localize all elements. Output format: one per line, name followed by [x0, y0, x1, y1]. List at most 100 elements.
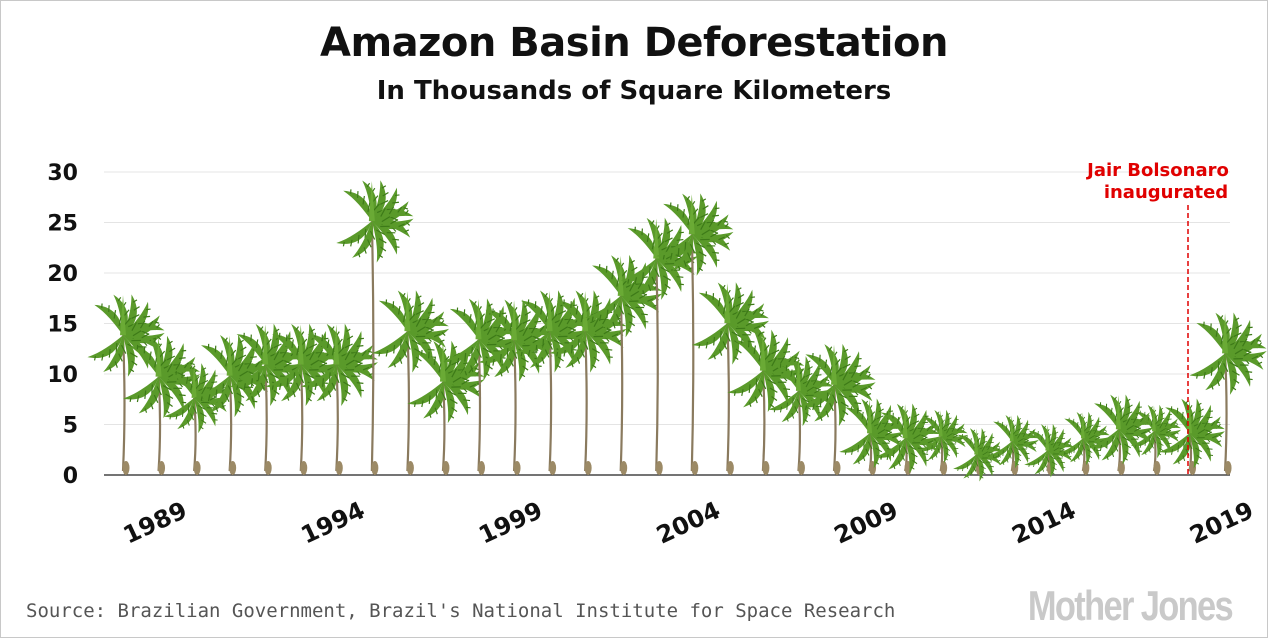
palm-base [584, 461, 592, 475]
palm-crown [581, 251, 666, 340]
palm-crown [403, 336, 488, 425]
palm-base [549, 461, 557, 475]
palm-tree-1998 [439, 294, 524, 475]
palm-crown [297, 319, 381, 408]
palm-crown [950, 425, 1006, 483]
palm-crown [765, 352, 837, 428]
palm-tree-2014 [1021, 421, 1077, 479]
palm-crown [1185, 308, 1268, 397]
palm-spike [1152, 405, 1156, 432]
palm-crown [1128, 402, 1183, 460]
palm-tree-1996 [368, 286, 453, 475]
palm-crown [439, 294, 524, 383]
palm-crown [652, 189, 737, 278]
palm-crown [160, 359, 233, 435]
palm-base [371, 461, 379, 475]
palm-spike [653, 218, 660, 259]
palm-spike [902, 404, 908, 439]
x-tick-label: 2014 [1008, 496, 1080, 550]
palm-spike [795, 356, 801, 391]
chart-subtitle: In Thousands of Square Kilometers [376, 76, 892, 106]
palm-base [406, 461, 414, 475]
palm-crown [545, 286, 630, 375]
palm-crown [261, 319, 346, 408]
palm-spike [759, 330, 766, 371]
palm-tree-2001 [545, 286, 630, 475]
gridlines [104, 171, 1230, 476]
palm-crown [723, 325, 808, 414]
palm-spike [617, 255, 624, 296]
palm-base [513, 461, 521, 475]
mother-jones-logo: Mother Jones [1027, 582, 1234, 629]
y-tick-label: 30 [47, 161, 78, 186]
palm-tree-1995 [332, 176, 417, 475]
palm-spike [867, 399, 873, 434]
palm-base [478, 461, 485, 475]
palm-tree-2005 [688, 278, 773, 475]
palm-base [193, 461, 201, 475]
x-tick-label: 1994 [297, 496, 369, 550]
y-tick-label: 15 [47, 313, 78, 338]
palm-base [797, 461, 805, 475]
x-tick-label: 1989 [119, 496, 191, 550]
palm-spike [262, 324, 269, 365]
palm-base [122, 461, 130, 475]
palm-spike [191, 363, 197, 398]
palm-tree-2012 [950, 425, 1006, 483]
palm-spike [1080, 412, 1085, 439]
palm-spike [120, 295, 126, 336]
palm-spike [1222, 313, 1229, 354]
palm-trunk [655, 258, 659, 472]
palm-spike [155, 336, 162, 377]
x-tick-label: 1999 [474, 496, 546, 550]
palm-crown [83, 290, 168, 379]
annotation-line1: Jair Bolsonaro [1085, 160, 1229, 181]
palm-base [264, 461, 272, 475]
palm-base [940, 461, 948, 475]
y-tick-label: 0 [63, 464, 78, 489]
palm-tree-2019 [1185, 308, 1268, 475]
palm-crown [190, 330, 275, 419]
palm-tree-2003 [617, 213, 701, 475]
palm-spike [938, 410, 943, 437]
palm-crown [794, 339, 879, 429]
palm-crown [474, 295, 559, 384]
chart-title: Amazon Basin Deforestation [320, 20, 948, 66]
palm-base [300, 461, 308, 475]
palm-base [158, 461, 166, 475]
palm-tree-1997 [403, 336, 488, 475]
palm-crown [119, 331, 204, 420]
palm-tree-1999 [474, 295, 559, 475]
palm-crown [332, 176, 417, 265]
palm-spike [1009, 415, 1014, 442]
palm-spike [1115, 395, 1121, 430]
palm-spike [226, 335, 233, 376]
palm-tree-2006 [723, 325, 808, 475]
palm-crown [368, 286, 453, 375]
palm-base [726, 461, 734, 475]
palm-spike [297, 324, 304, 365]
palm-base [620, 461, 628, 475]
palm-base [1153, 461, 1161, 475]
palm-trees [83, 176, 1268, 483]
y-tick-label: 10 [47, 363, 78, 388]
palm-base [1117, 461, 1125, 475]
palm-trunk [406, 331, 410, 472]
palm-spike [831, 344, 837, 385]
x-tick-label: 2019 [1185, 496, 1257, 550]
palm-tree-2017 [1128, 402, 1183, 475]
annotation-line2: inaugurated [1104, 182, 1228, 203]
palm-spike [475, 299, 482, 340]
y-tick-label: 25 [47, 212, 78, 237]
x-axis: 1989 1994 1999 2004 2009 2014 2019 [119, 496, 1258, 550]
palm-trunk [548, 331, 553, 472]
y-axis: 0 5 10 15 20 25 30 [47, 161, 78, 489]
palm-trunk [619, 295, 624, 472]
y-tick-label: 20 [47, 262, 78, 287]
palm-spike [404, 291, 411, 332]
palm-base [691, 461, 699, 475]
palm-spike [1045, 424, 1050, 451]
palm-tree-2007 [765, 352, 837, 475]
palm-tree-2008 [794, 339, 879, 475]
palm-crown [915, 407, 970, 465]
